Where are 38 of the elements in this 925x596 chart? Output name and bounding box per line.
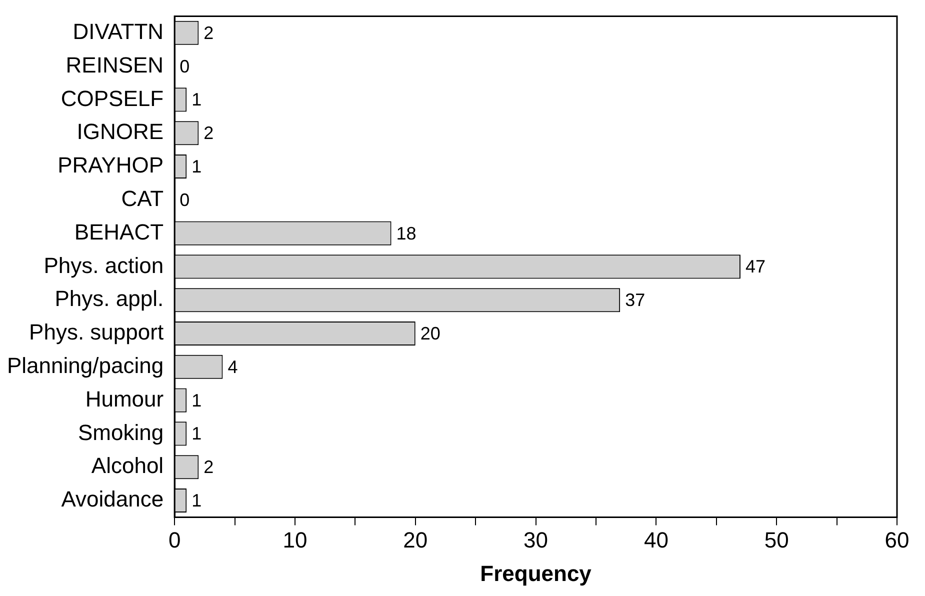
data-label: 1 [192, 424, 202, 444]
y-tick-label: Phys. action [44, 252, 164, 278]
y-tick-label: REINSEN [66, 52, 164, 78]
data-label: 1 [192, 490, 202, 510]
y-tick-label: Phys. appl. [54, 286, 164, 312]
y-tick-label: COPSELF [60, 86, 164, 111]
y-tick-label: Humour [85, 386, 164, 412]
y-tick-label: CAT [121, 186, 164, 211]
data-label: 0 [180, 56, 190, 76]
x-tick-label: 20 [403, 527, 428, 552]
y-tick-label: IGNORE [76, 119, 164, 144]
x-tick-label: 40 [644, 527, 668, 552]
y-tick-label: Avoidance [61, 486, 164, 512]
data-label: 20 [420, 323, 440, 344]
x-tick-label: 30 [524, 527, 548, 552]
data-label: 18 [396, 223, 416, 244]
x-axis-title: Frequency [480, 560, 592, 586]
data-label: 2 [204, 123, 214, 144]
x-tick-label: 60 [884, 527, 910, 552]
data-label: 2 [204, 22, 214, 43]
data-label: 1 [192, 390, 202, 410]
data-label: 1 [192, 156, 202, 176]
x-tick-label: 50 [764, 527, 789, 552]
y-tick-label: BEHACT [74, 219, 164, 244]
data-label: 0 [180, 190, 190, 210]
data-label: 47 [745, 256, 766, 277]
y-tick-label: DIVATTN [72, 18, 164, 44]
y-tick-label: PRAYHOP [58, 152, 164, 178]
y-tick-label: Smoking [78, 420, 164, 445]
x-tick-label: 10 [282, 527, 308, 552]
x-tick-label: 0 [168, 527, 181, 552]
y-tick-label: Phys. support [29, 320, 164, 345]
y-tick-label: Planning/pacing [6, 352, 164, 378]
data-label: 37 [625, 290, 646, 310]
data-label: 1 [192, 90, 202, 110]
data-label: 4 [228, 356, 238, 377]
y-tick-label: Alcohol [91, 453, 164, 478]
data-label: 2 [204, 457, 214, 478]
